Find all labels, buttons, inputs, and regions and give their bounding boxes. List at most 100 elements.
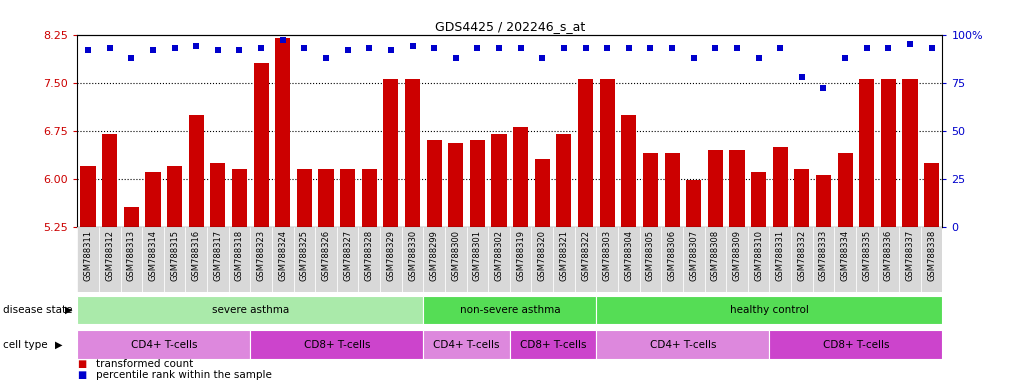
- Bar: [772, 147, 788, 227]
- Bar: [167, 166, 182, 227]
- Bar: [121, 227, 142, 292]
- Bar: [423, 227, 445, 292]
- Bar: [664, 153, 680, 227]
- Bar: [229, 227, 250, 292]
- Bar: [705, 227, 726, 292]
- Bar: [531, 227, 553, 292]
- Text: disease state: disease state: [3, 305, 72, 315]
- Text: GSM788321: GSM788321: [559, 230, 569, 281]
- Point: [339, 47, 355, 53]
- Bar: [253, 63, 269, 227]
- Bar: [924, 162, 939, 227]
- Text: GSM788331: GSM788331: [776, 230, 785, 281]
- Bar: [794, 169, 810, 227]
- Bar: [250, 330, 423, 359]
- Bar: [337, 227, 358, 292]
- Bar: [599, 79, 615, 227]
- Bar: [661, 227, 683, 292]
- Point: [382, 47, 399, 53]
- Bar: [383, 79, 399, 227]
- Text: GSM788314: GSM788314: [148, 230, 158, 281]
- Bar: [859, 79, 874, 227]
- Text: ▶: ▶: [55, 339, 62, 350]
- Bar: [102, 134, 117, 227]
- Bar: [769, 330, 942, 359]
- Text: GSM788324: GSM788324: [278, 230, 287, 281]
- Bar: [513, 127, 528, 227]
- Text: severe asthma: severe asthma: [212, 305, 288, 315]
- Text: GSM788323: GSM788323: [256, 230, 266, 281]
- Point: [858, 45, 874, 51]
- Bar: [553, 227, 575, 292]
- Bar: [185, 227, 207, 292]
- Text: GSM788315: GSM788315: [170, 230, 179, 281]
- Text: GSM788326: GSM788326: [321, 230, 331, 281]
- Text: CD8+ T-cells: CD8+ T-cells: [520, 339, 586, 350]
- Bar: [340, 169, 355, 227]
- Bar: [423, 330, 510, 359]
- Text: GSM788301: GSM788301: [473, 230, 482, 281]
- Bar: [210, 162, 226, 227]
- Point: [425, 45, 442, 51]
- Point: [663, 45, 680, 51]
- Bar: [77, 227, 99, 292]
- Point: [123, 55, 139, 61]
- Text: GSM788334: GSM788334: [840, 230, 850, 281]
- Bar: [729, 150, 745, 227]
- Point: [728, 45, 745, 51]
- Point: [598, 45, 615, 51]
- Bar: [510, 227, 531, 292]
- Text: GSM788337: GSM788337: [905, 230, 915, 281]
- Text: GSM788319: GSM788319: [516, 230, 525, 281]
- Bar: [921, 227, 942, 292]
- Bar: [77, 330, 250, 359]
- Point: [556, 45, 573, 51]
- Bar: [834, 227, 856, 292]
- Bar: [816, 175, 831, 227]
- Text: GSM788320: GSM788320: [538, 230, 547, 281]
- Text: GSM788336: GSM788336: [884, 230, 893, 281]
- Text: ■: ■: [77, 359, 87, 369]
- Text: GSM788330: GSM788330: [408, 230, 417, 281]
- Bar: [405, 79, 420, 227]
- Text: GSM788322: GSM788322: [581, 230, 590, 281]
- Text: GSM788305: GSM788305: [646, 230, 655, 281]
- Bar: [275, 38, 290, 227]
- Point: [296, 45, 312, 51]
- Point: [901, 41, 918, 47]
- Bar: [596, 227, 618, 292]
- Bar: [643, 153, 658, 227]
- Text: GSM788300: GSM788300: [451, 230, 460, 281]
- Text: GSM788327: GSM788327: [343, 230, 352, 281]
- Text: GSM788308: GSM788308: [711, 230, 720, 281]
- Text: ■: ■: [77, 370, 87, 380]
- Text: cell type: cell type: [3, 339, 47, 350]
- Bar: [448, 143, 464, 227]
- Text: GSM788335: GSM788335: [862, 230, 871, 281]
- Bar: [164, 227, 185, 292]
- Text: ▶: ▶: [65, 305, 72, 315]
- Bar: [250, 227, 272, 292]
- Bar: [726, 227, 748, 292]
- Point: [836, 55, 853, 61]
- Text: GSM788311: GSM788311: [83, 230, 93, 281]
- Text: CD4+ T-cells: CD4+ T-cells: [434, 339, 500, 350]
- Bar: [881, 79, 896, 227]
- Bar: [423, 296, 596, 324]
- Bar: [188, 114, 204, 227]
- Point: [620, 45, 637, 51]
- Bar: [77, 296, 423, 324]
- Text: GSM788307: GSM788307: [689, 230, 698, 281]
- Point: [404, 43, 420, 49]
- Point: [707, 45, 723, 51]
- Bar: [297, 169, 312, 227]
- Bar: [621, 114, 637, 227]
- Text: healthy control: healthy control: [730, 305, 809, 315]
- Bar: [207, 227, 229, 292]
- Text: CD4+ T-cells: CD4+ T-cells: [131, 339, 197, 350]
- Bar: [142, 227, 164, 292]
- Point: [469, 45, 485, 51]
- Bar: [618, 227, 640, 292]
- Bar: [99, 227, 121, 292]
- Point: [252, 45, 269, 51]
